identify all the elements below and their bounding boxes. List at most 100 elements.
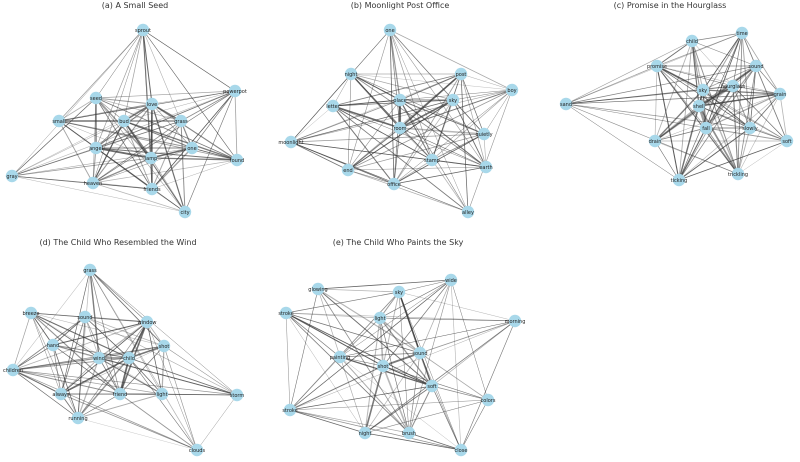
edge — [289, 399, 489, 411]
edge — [289, 291, 400, 411]
edge — [119, 345, 165, 395]
edge — [347, 29, 391, 171]
edge — [364, 317, 381, 434]
edge — [151, 147, 193, 190]
node-b-letter — [326, 99, 340, 113]
node-label-c-child: child — [686, 39, 698, 45]
edge — [382, 279, 452, 367]
node-e-wide — [444, 273, 458, 287]
edge — [12, 357, 130, 371]
edge — [339, 317, 381, 358]
node-c-grain — [773, 87, 787, 101]
edge — [339, 320, 516, 358]
edge — [95, 29, 144, 149]
edge — [419, 279, 452, 354]
edge — [398, 291, 516, 322]
node-d-running — [71, 411, 85, 425]
edge — [656, 65, 781, 95]
edge — [77, 321, 148, 419]
node-a-one — [185, 141, 199, 155]
edge — [317, 288, 400, 293]
edge — [289, 320, 516, 411]
edge — [332, 73, 462, 107]
node-label-c-slowly: slowly — [742, 126, 758, 132]
edge — [77, 393, 121, 419]
edge — [290, 99, 454, 143]
node-label-d-child: child — [123, 356, 135, 362]
edge — [483, 89, 513, 135]
edge — [749, 65, 757, 129]
edge — [332, 105, 401, 129]
edge — [92, 159, 238, 184]
edge — [123, 120, 238, 161]
edge — [30, 312, 62, 395]
node-label-b-quietly: quietly — [475, 132, 492, 138]
node-label-a-sprout: sprout — [135, 28, 151, 34]
edge — [350, 73, 401, 101]
edge — [656, 65, 700, 107]
node-b-night — [344, 67, 358, 81]
edge — [196, 394, 238, 451]
node-e-shot — [376, 359, 390, 373]
edge — [565, 89, 704, 105]
edge — [698, 105, 751, 129]
node-label-b-post: post — [456, 72, 467, 78]
edge — [142, 29, 193, 149]
node-label-d-storm: storm — [230, 393, 245, 399]
edge — [399, 99, 485, 135]
edge — [702, 32, 743, 91]
node-c-slowly — [743, 121, 757, 135]
node-a-angel — [89, 141, 103, 155]
edge — [691, 40, 734, 87]
edge — [119, 393, 198, 451]
node-label-b-stamp: stamp — [424, 158, 440, 164]
node-e-brush — [402, 426, 416, 440]
edge — [393, 159, 433, 185]
edge — [98, 357, 163, 395]
edge — [452, 89, 513, 101]
edge — [347, 73, 462, 171]
node-a-love — [145, 97, 159, 111]
node-label-e-stroke: stroke — [282, 408, 297, 414]
node-label-e-night: night — [359, 431, 372, 437]
edge — [161, 345, 165, 395]
edge — [382, 352, 421, 367]
edge — [11, 175, 153, 190]
edge — [399, 99, 454, 129]
node-label-b-end: end — [343, 168, 352, 174]
node-label-e-glowing: glowing — [308, 287, 327, 293]
node-a-found — [230, 153, 244, 167]
node-label-e-soft: soft — [427, 384, 436, 390]
edge — [84, 316, 100, 359]
node-label-e-shot: shot — [378, 364, 389, 370]
node-label-a-city: city — [180, 210, 189, 216]
edge — [95, 120, 125, 149]
edge — [379, 279, 452, 319]
edges-a — [11, 29, 238, 213]
edge — [382, 291, 400, 367]
node-label-e-painting: painting — [330, 355, 351, 361]
edge — [58, 29, 144, 122]
edge — [654, 85, 734, 142]
edge — [95, 90, 236, 99]
edge — [290, 105, 334, 143]
edge — [285, 312, 381, 319]
node-label-e-stroke: stroke — [278, 311, 293, 317]
edge — [289, 279, 452, 411]
edge — [30, 312, 54, 346]
node-label-e-morning: morning — [505, 319, 526, 325]
edge — [92, 97, 97, 184]
node-label-d-children: children — [3, 368, 23, 374]
edge — [431, 99, 454, 161]
edge — [77, 393, 163, 419]
node-d-shot — [157, 339, 171, 353]
edge — [60, 269, 91, 395]
node-label-d-hand: hand — [47, 343, 60, 349]
edge — [399, 99, 433, 161]
edge — [654, 65, 757, 142]
edge — [350, 73, 485, 135]
edge — [347, 99, 401, 171]
edge — [698, 105, 739, 175]
